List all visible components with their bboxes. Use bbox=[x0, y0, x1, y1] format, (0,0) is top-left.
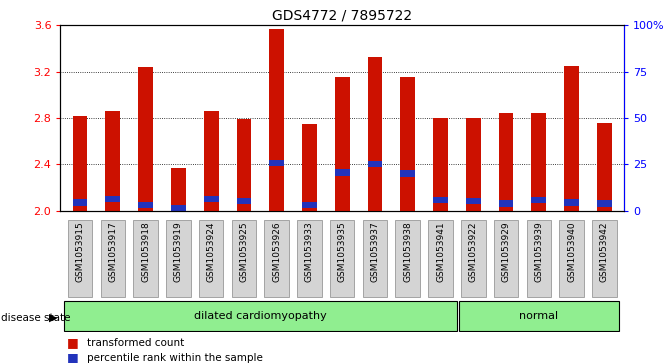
FancyBboxPatch shape bbox=[560, 220, 584, 297]
Text: GSM1053935: GSM1053935 bbox=[338, 221, 347, 282]
Bar bbox=[433, 118, 448, 211]
FancyBboxPatch shape bbox=[428, 220, 453, 297]
Text: GSM1053941: GSM1053941 bbox=[436, 221, 445, 282]
Bar bbox=[335, 77, 350, 211]
Bar bbox=[564, 66, 579, 211]
Text: GSM1053939: GSM1053939 bbox=[534, 221, 544, 282]
Text: GSM1053917: GSM1053917 bbox=[108, 221, 117, 282]
FancyBboxPatch shape bbox=[199, 220, 223, 297]
FancyBboxPatch shape bbox=[527, 220, 551, 297]
Bar bbox=[269, 29, 284, 211]
Bar bbox=[236, 119, 251, 211]
Bar bbox=[269, 160, 284, 166]
FancyBboxPatch shape bbox=[68, 220, 93, 297]
Bar bbox=[597, 123, 612, 211]
Text: GSM1053915: GSM1053915 bbox=[76, 221, 85, 282]
Bar bbox=[499, 200, 513, 207]
Text: GSM1053926: GSM1053926 bbox=[272, 221, 281, 282]
Bar bbox=[236, 198, 251, 204]
FancyBboxPatch shape bbox=[458, 301, 619, 330]
Bar bbox=[499, 113, 513, 211]
FancyBboxPatch shape bbox=[363, 220, 387, 297]
Text: percentile rank within the sample: percentile rank within the sample bbox=[87, 352, 263, 363]
Text: GSM1053938: GSM1053938 bbox=[403, 221, 412, 282]
Bar bbox=[531, 197, 546, 203]
FancyBboxPatch shape bbox=[395, 220, 420, 297]
Bar bbox=[105, 111, 120, 211]
Text: GSM1053937: GSM1053937 bbox=[370, 221, 380, 282]
FancyBboxPatch shape bbox=[231, 220, 256, 297]
Bar bbox=[204, 196, 219, 202]
Text: GSM1053919: GSM1053919 bbox=[174, 221, 183, 282]
Text: normal: normal bbox=[519, 311, 558, 321]
Text: ■: ■ bbox=[67, 351, 79, 363]
FancyBboxPatch shape bbox=[592, 220, 617, 297]
Title: GDS4772 / 7895722: GDS4772 / 7895722 bbox=[272, 9, 412, 23]
Text: GSM1053933: GSM1053933 bbox=[305, 221, 314, 282]
FancyBboxPatch shape bbox=[134, 220, 158, 297]
Bar bbox=[302, 124, 317, 211]
Bar bbox=[597, 200, 612, 207]
Text: dilated cardiomyopathy: dilated cardiomyopathy bbox=[194, 311, 327, 321]
Bar bbox=[368, 57, 382, 211]
Bar bbox=[204, 111, 219, 211]
Bar bbox=[433, 197, 448, 203]
FancyBboxPatch shape bbox=[64, 301, 457, 330]
Bar bbox=[72, 116, 87, 211]
FancyBboxPatch shape bbox=[494, 220, 518, 297]
Text: GSM1053918: GSM1053918 bbox=[141, 221, 150, 282]
Text: GSM1053922: GSM1053922 bbox=[469, 221, 478, 282]
Text: GSM1053924: GSM1053924 bbox=[207, 221, 215, 282]
Bar bbox=[466, 198, 480, 204]
FancyBboxPatch shape bbox=[264, 220, 289, 297]
Bar bbox=[335, 169, 350, 176]
Bar bbox=[72, 199, 87, 205]
Bar bbox=[171, 205, 186, 211]
FancyBboxPatch shape bbox=[101, 220, 125, 297]
Bar bbox=[564, 199, 579, 205]
FancyBboxPatch shape bbox=[330, 220, 354, 297]
Text: disease state: disease state bbox=[1, 313, 70, 323]
Text: ▶: ▶ bbox=[49, 313, 58, 323]
Text: GSM1053925: GSM1053925 bbox=[240, 221, 248, 282]
Text: GSM1053940: GSM1053940 bbox=[567, 221, 576, 282]
Bar bbox=[466, 118, 480, 211]
Text: transformed count: transformed count bbox=[87, 338, 185, 348]
Bar bbox=[171, 168, 186, 211]
Bar bbox=[138, 67, 153, 211]
FancyBboxPatch shape bbox=[297, 220, 321, 297]
FancyBboxPatch shape bbox=[166, 220, 191, 297]
Bar bbox=[368, 161, 382, 167]
Text: GSM1053929: GSM1053929 bbox=[501, 221, 511, 282]
Bar bbox=[138, 201, 153, 208]
Bar bbox=[401, 77, 415, 211]
Text: GSM1053942: GSM1053942 bbox=[600, 221, 609, 282]
Bar bbox=[105, 196, 120, 202]
Bar bbox=[302, 201, 317, 208]
Bar bbox=[401, 170, 415, 177]
Bar bbox=[531, 113, 546, 211]
Text: ■: ■ bbox=[67, 337, 79, 350]
FancyBboxPatch shape bbox=[461, 220, 486, 297]
